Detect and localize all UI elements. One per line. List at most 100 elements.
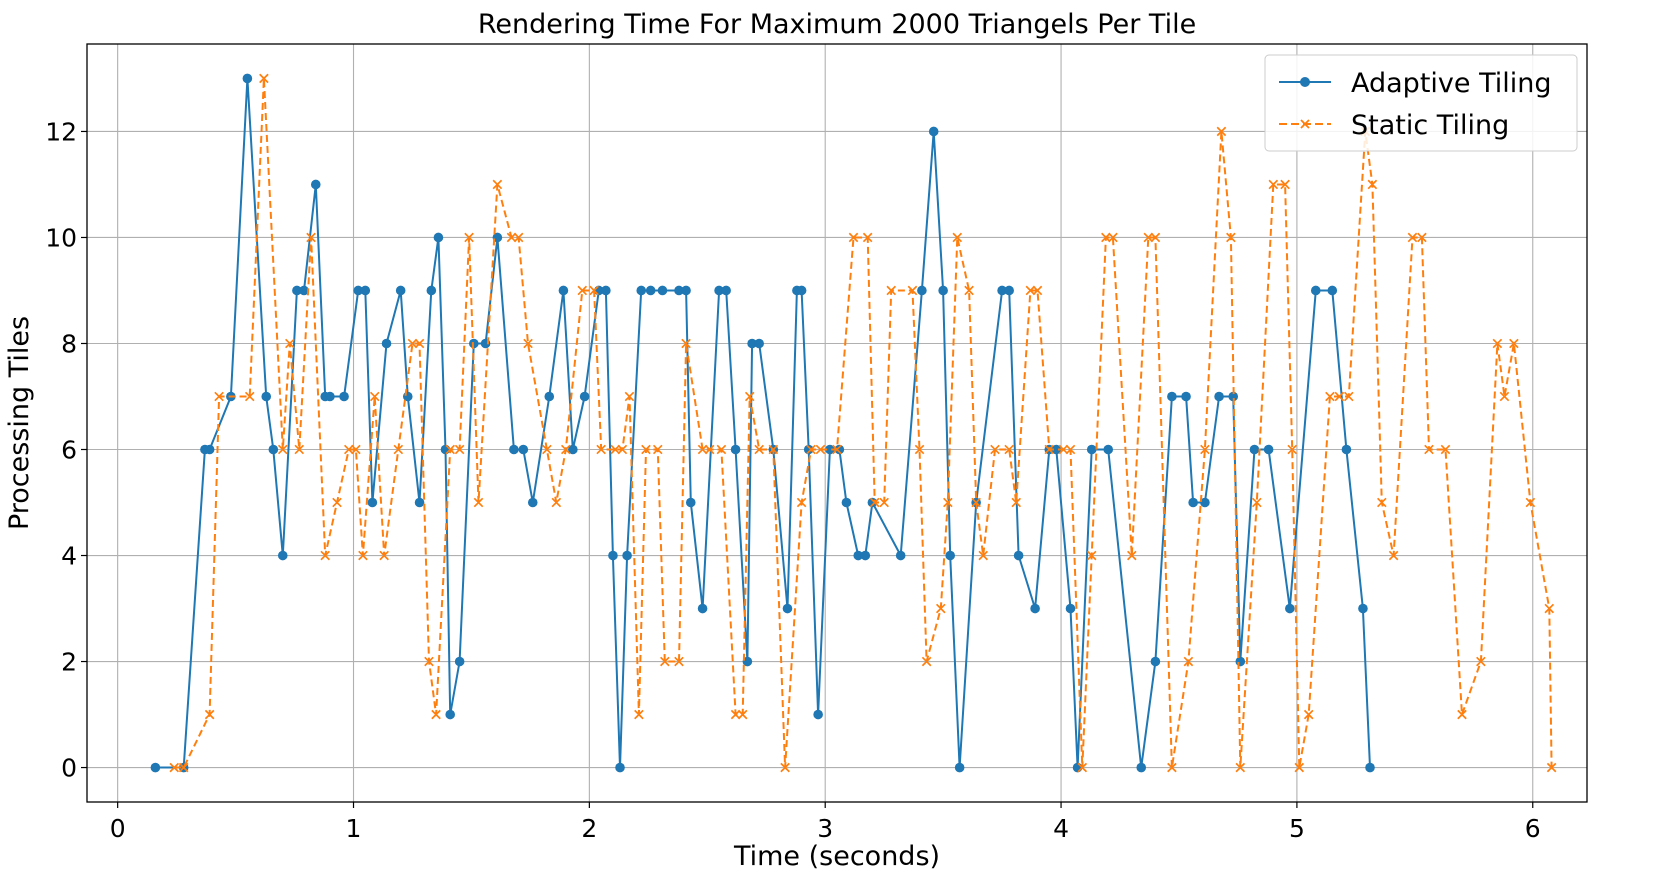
data-point [1525,497,1536,508]
data-point [1492,338,1503,349]
data-point [615,762,625,773]
data-point [862,232,873,243]
data-point [1263,444,1274,455]
y-tick-label: 2 [61,648,77,677]
data-point [268,444,279,455]
data-point [608,550,618,561]
plot-series [150,73,1557,773]
data-point [407,338,418,349]
data-point [292,285,302,296]
data-point [1509,338,1519,349]
data-point [1181,391,1191,402]
x-tick-label: 2 [581,814,597,843]
data-point [1280,179,1290,190]
data-point [343,444,354,455]
x-tick-label: 3 [817,814,833,843]
data-point [697,603,708,614]
data-point [464,232,474,243]
data-point [244,391,255,402]
data-point [299,285,309,296]
data-point [754,444,764,455]
data-point [617,444,628,455]
data-point [426,285,437,296]
data-point [780,762,790,773]
data-point [806,444,816,455]
legend-label-adaptive: Adaptive Tiling [1351,68,1552,99]
data-point [796,497,807,508]
data-point [1228,391,1239,402]
x-axis-title: Time (seconds) [733,841,940,872]
data-point [1499,391,1510,402]
data-point [1077,762,1088,773]
data-point [1072,762,1083,773]
data-point [560,444,571,455]
data-point [568,444,578,455]
data-point [917,285,927,296]
data-point [1377,497,1387,508]
data-point [150,762,161,773]
data-point [339,391,349,402]
data-point [730,444,741,455]
data-point [636,285,647,296]
data-point [332,497,342,508]
data-point [921,656,932,667]
data-point [351,444,361,455]
y-tick-label: 0 [61,754,77,783]
data-point [660,656,670,667]
data-point [674,656,684,667]
data-point [169,762,180,773]
data-point [674,285,684,296]
data-point [681,285,691,296]
data-point [1544,603,1555,614]
data-point [813,709,823,720]
data-point [971,497,981,508]
data-point [1235,656,1246,667]
data-point [1358,603,1368,614]
data-point [1051,444,1062,455]
plot-frame [86,43,1588,803]
data-point [622,550,632,561]
data-point [1058,444,1069,455]
data-point [393,444,404,455]
data-point [551,497,562,508]
data-point [869,497,880,508]
data-point [853,550,864,561]
data-point [952,232,963,243]
legend-box [1264,54,1578,152]
y-tick-label: 6 [61,436,77,465]
data-point [1476,656,1486,667]
data-point [1367,179,1378,190]
data-point [935,603,946,614]
data-point [886,285,897,296]
data-point [367,497,378,508]
data-point [1167,762,1177,773]
data-point [1417,232,1427,243]
data-point [1334,391,1345,402]
data-point [1136,762,1147,773]
data-point [360,285,371,296]
data-point [414,497,425,508]
data-point [1004,285,1014,296]
data-point [652,444,663,455]
data-point [1249,444,1260,455]
data-point [518,444,529,455]
data-point [204,709,215,720]
data-point [1150,656,1161,667]
data-point [1285,603,1295,614]
data-point [1013,550,1024,561]
data-point [601,285,611,296]
data-point [492,179,503,190]
data-point [737,709,748,720]
data-point [610,444,621,455]
data-point [579,391,590,402]
data-point [204,444,215,455]
data-point [379,550,389,561]
data-point [704,444,715,455]
data-point [768,444,779,455]
data-point [277,444,288,455]
data-point [214,391,224,402]
y-axis-title: Processing Tiles [4,316,35,530]
data-point [259,73,269,84]
data-point [577,285,588,296]
